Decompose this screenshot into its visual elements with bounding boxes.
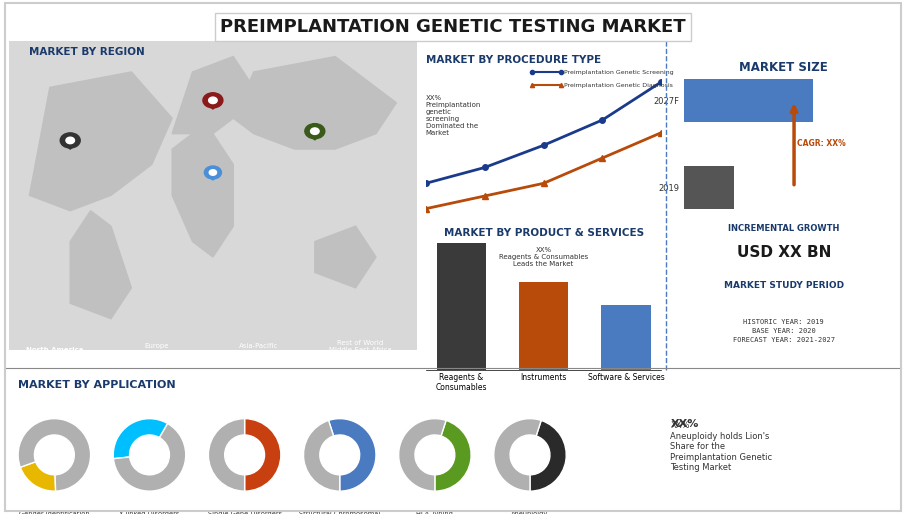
Circle shape [209, 170, 217, 175]
Text: HLA Typing: HLA Typing [417, 511, 453, 514]
Polygon shape [207, 174, 219, 180]
Text: MARKET SIZE: MARKET SIZE [739, 61, 828, 74]
Text: CAGR: XX%: CAGR: XX% [796, 139, 845, 149]
Wedge shape [329, 418, 376, 491]
Text: North America
Largest Market: North America Largest Market [24, 347, 84, 360]
Polygon shape [315, 226, 376, 288]
Wedge shape [113, 418, 168, 458]
Text: X-linked Disorders: X-linked Disorders [120, 511, 179, 514]
Wedge shape [113, 424, 186, 491]
Text: Europe
Accounts for XX%
Market Share: Europe Accounts for XX% Market Share [125, 343, 188, 363]
Bar [684, 166, 734, 209]
Wedge shape [245, 418, 281, 491]
Text: XX%
Aneuploidy holds Lion's
Share for the
Preimplantation Genetic
Testing Market: XX% Aneuploidy holds Lion's Share for th… [670, 421, 773, 472]
Polygon shape [71, 211, 131, 319]
Circle shape [60, 133, 81, 148]
Text: MARKET STUDY PERIOD: MARKET STUDY PERIOD [724, 281, 843, 290]
Wedge shape [494, 418, 541, 491]
Polygon shape [172, 134, 234, 257]
Text: USD XX BN: USD XX BN [737, 245, 831, 260]
Wedge shape [208, 418, 245, 491]
Bar [437, 243, 486, 370]
Circle shape [66, 137, 74, 143]
Text: Asia-Pacific
Accounts for XX%
Market Share: Asia-Pacific Accounts for XX% Market Sha… [227, 343, 289, 363]
Text: Aneuploidy: Aneuploidy [511, 511, 549, 514]
Text: MARKET BY PRODUCT & SERVICES: MARKET BY PRODUCT & SERVICES [444, 228, 643, 238]
Circle shape [203, 93, 223, 108]
Bar [684, 79, 814, 122]
Polygon shape [308, 133, 322, 140]
Bar [602, 305, 651, 370]
Text: MARKET BY PROCEDURE TYPE: MARKET BY PROCEDURE TYPE [426, 55, 601, 65]
Text: Preimplantation Genetic Diagnosis: Preimplantation Genetic Diagnosis [564, 83, 673, 87]
Wedge shape [20, 462, 55, 491]
Text: PREIMPLANTATION GENETIC TESTING MARKET: PREIMPLANTATION GENETIC TESTING MARKET [220, 18, 686, 36]
Text: Single Gene Disorders: Single Gene Disorders [207, 511, 282, 514]
Wedge shape [530, 420, 566, 491]
Wedge shape [399, 418, 446, 491]
Polygon shape [29, 72, 172, 211]
Text: Structural Chromosomal
Abnormalities: Structural Chromosomal Abnormalities [299, 511, 381, 514]
Polygon shape [172, 57, 254, 134]
Bar [519, 282, 568, 370]
Text: INCREMENTAL GROWTH: INCREMENTAL GROWTH [728, 224, 839, 233]
Text: MARKET BY REGION: MARKET BY REGION [29, 47, 145, 57]
Circle shape [208, 97, 217, 104]
Text: XX%
Reagents & Consumables
Leads the Market: XX% Reagents & Consumables Leads the Mar… [499, 247, 588, 267]
Polygon shape [234, 57, 397, 149]
Circle shape [311, 128, 319, 134]
Text: XX%: XX% [670, 419, 699, 429]
Text: XX%
Preimplantation
genetic
screening
Dominated the
Market: XX% Preimplantation genetic screening Do… [426, 95, 481, 136]
Text: Gender Identification: Gender Identification [19, 511, 90, 514]
Text: Rest of World
Middle-East Africa
and
Latin America: Rest of World Middle-East Africa and Lat… [329, 340, 391, 367]
Text: HISTORIC YEAR: 2019
BASE YEAR: 2020
FORECAST YEAR: 2021-2027: HISTORIC YEAR: 2019 BASE YEAR: 2020 FORE… [733, 319, 834, 343]
Polygon shape [206, 102, 220, 109]
Polygon shape [63, 142, 77, 149]
Circle shape [205, 166, 221, 179]
Text: Preimplantation Genetic Screening: Preimplantation Genetic Screening [564, 70, 674, 75]
Wedge shape [304, 420, 340, 491]
Wedge shape [18, 418, 91, 491]
Wedge shape [435, 420, 471, 491]
Circle shape [304, 124, 325, 139]
Text: MARKET BY APPLICATION: MARKET BY APPLICATION [18, 380, 176, 390]
